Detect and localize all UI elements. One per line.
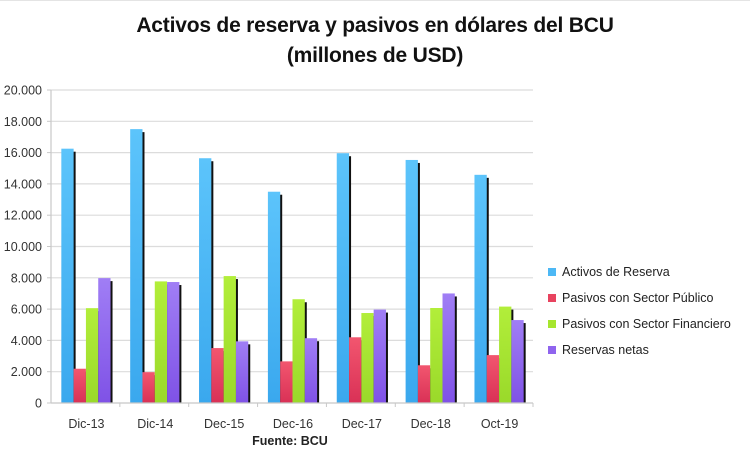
legend-item-activos: Activos de Reserva	[548, 259, 731, 285]
bar	[361, 313, 374, 403]
y-tick-label: 10.000	[4, 240, 42, 254]
y-tick-label: 2.000	[11, 365, 42, 379]
legend-label: Pasivos con Sector Público	[562, 291, 714, 305]
bar	[499, 306, 512, 403]
legend-label: Reservas netas	[562, 343, 649, 357]
bar	[98, 278, 111, 403]
legend-item-publico: Pasivos con Sector Público	[548, 285, 731, 311]
bar	[474, 174, 487, 403]
y-tick-label: 16.000	[4, 146, 42, 160]
x-tick-label: Oct-19	[481, 417, 519, 431]
bar	[349, 337, 362, 403]
top-border	[0, 0, 750, 1]
bar	[142, 372, 155, 403]
bar	[417, 365, 431, 403]
legend: Activos de Reserva Pasivos con Sector Pú…	[548, 259, 731, 363]
y-tick-label: 12.000	[4, 209, 42, 223]
y-axis: 0 2.000 4.000 6.000 8.000 10.000 12.000 14.000 1…	[4, 84, 52, 411]
bar	[373, 309, 386, 403]
legend-item-financiero: Pasivos con Sector Financiero	[548, 311, 731, 337]
y-tick-label: 20.000	[4, 84, 42, 98]
x-tick-label: Dic-13	[68, 417, 104, 431]
bar	[85, 308, 99, 403]
y-tick-label: 8.000	[11, 271, 42, 285]
x-tick-label: Dec-15	[204, 417, 244, 431]
bar	[130, 129, 143, 403]
x-tick-label: Dec-16	[273, 417, 313, 431]
bar	[61, 148, 74, 403]
bars	[61, 129, 526, 403]
bar	[336, 153, 350, 403]
legend-swatch	[548, 268, 556, 276]
bar	[405, 159, 418, 403]
bar	[267, 191, 281, 403]
x-tick-label: Dec-18	[411, 417, 451, 431]
y-tick-label: 0	[35, 397, 42, 411]
chart-subtitle: (millones de USD)	[286, 44, 464, 67]
x-tick-label: Dec-17	[342, 417, 382, 431]
source-note: Fuente: BCU	[252, 434, 328, 448]
bar	[223, 276, 236, 403]
y-tick-label: 18.000	[4, 115, 42, 129]
legend-label: Activos de Reserva	[562, 265, 670, 279]
chart-title: Activos de reserva y pasivos en dólares …	[136, 14, 614, 37]
bar	[430, 308, 443, 403]
legend-swatch	[548, 320, 556, 328]
bar	[511, 320, 524, 403]
bar	[154, 281, 168, 403]
x-axis: Dic-13 Dic-14 Dec-15 Dec-16 Dec-17 Dec-18 Oct-…	[51, 402, 534, 431]
bar	[304, 338, 318, 403]
legend-item-netas: Reservas netas	[548, 337, 731, 363]
bar	[167, 282, 180, 403]
bar	[292, 299, 305, 403]
x-tick-label: Dic-14	[137, 417, 173, 431]
bar	[211, 348, 224, 403]
bar	[73, 368, 86, 403]
bar	[486, 355, 500, 403]
y-tick-label: 6.000	[11, 303, 42, 317]
bar	[280, 361, 293, 403]
bar	[442, 293, 455, 403]
bar	[199, 158, 212, 403]
gridlines	[51, 89, 533, 373]
legend-swatch	[548, 346, 556, 354]
y-tick-label: 4.000	[11, 334, 42, 348]
y-tick-label: 14.000	[4, 177, 42, 191]
legend-label: Pasivos con Sector Financiero	[562, 317, 731, 331]
legend-swatch	[548, 294, 556, 302]
bar	[235, 341, 249, 403]
